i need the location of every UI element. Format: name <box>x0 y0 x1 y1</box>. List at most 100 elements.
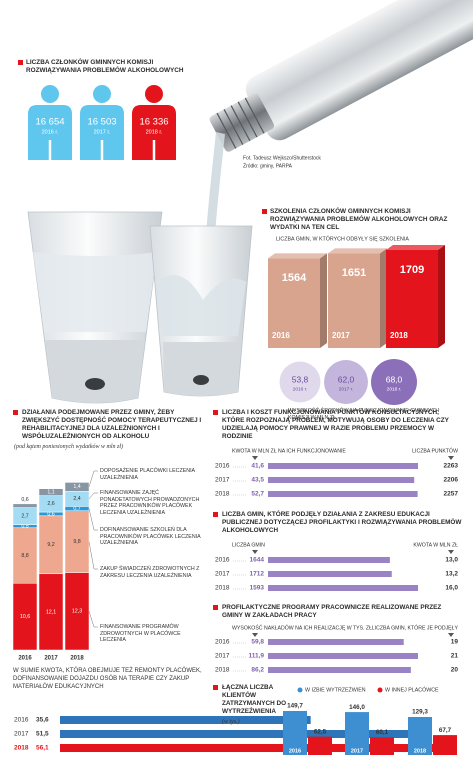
category-label: 2017 <box>332 331 350 340</box>
bar <box>268 477 415 483</box>
person-icon <box>132 85 176 160</box>
category-label: 2017 <box>351 748 363 754</box>
section-bullet <box>13 410 18 415</box>
bar-top-shade <box>268 253 327 259</box>
person-head <box>41 85 59 103</box>
bubble <box>324 360 368 404</box>
glass-bubble <box>193 375 209 385</box>
header-arrow <box>252 550 258 554</box>
bar <box>268 667 411 673</box>
column-header: LICZBA PUNKTÓW <box>412 447 458 454</box>
category-label: 2018 <box>215 667 230 674</box>
value-label: 62,5 <box>314 728 327 735</box>
value-label: 20 <box>451 667 459 674</box>
value-label: 2,4 <box>73 496 80 502</box>
section-title: LICZBA CZŁONKÓW GMINNYCH KOMISJI ROZWIĄZ… <box>26 59 184 74</box>
category-label: 2016 <box>14 717 29 724</box>
bar <box>345 712 369 755</box>
value-label: 0,7 <box>73 506 80 512</box>
legend-swatch <box>297 687 303 693</box>
bar <box>60 744 455 752</box>
value-label: 16,0 <box>445 585 458 592</box>
section-bullet <box>262 209 267 214</box>
header-arrow <box>448 633 454 637</box>
photo-credit: Fot. Tadeusz Wejkszo/Shutterstock <box>243 155 321 161</box>
value-label: 60,1 <box>376 729 389 736</box>
section-bullet <box>18 60 23 65</box>
bar-segment <box>12 503 38 508</box>
bar-segment <box>12 527 38 584</box>
value-label: 129,3 <box>412 709 428 716</box>
value-label: 12,1 <box>46 609 56 615</box>
category-label: 2016 <box>272 331 290 340</box>
value-label: 0,6 <box>47 511 54 517</box>
photo <box>27 0 473 404</box>
person-icon <box>80 85 124 160</box>
category-label: 2017 <box>215 477 230 484</box>
category-label: 2017 r. <box>94 129 111 135</box>
category-label: 2018 <box>215 491 230 498</box>
value-label: 0,5 <box>21 524 28 530</box>
section-title: LICZBA GMIN, KTÓRE PODJĘŁY DZIAŁANIA Z Z… <box>222 511 462 534</box>
value-label: 1593 <box>250 585 265 592</box>
bar <box>283 711 307 755</box>
section-title: DZIAŁANIA PODEJMOWANE PRZEZ GMINY, ŻEBY … <box>22 409 202 440</box>
category-label: 2018 r. <box>387 386 402 392</box>
glass-base <box>45 340 145 403</box>
category-label: 2016 <box>215 463 230 470</box>
bar <box>370 737 394 755</box>
legend-label: DOPOSAŻENIE PLACÓWKI LECZENIA UZALEŻNIEN… <box>100 468 195 481</box>
section-bullet <box>213 410 218 415</box>
bar <box>408 716 432 755</box>
value-label: 86,2 <box>251 667 264 674</box>
legend-leader <box>88 492 98 499</box>
legend-leader <box>88 470 98 487</box>
legend-label: ZAKUP ŚWIADCZEŃ ZDROWOTNYCH Z ZAKRESU LE… <box>100 566 200 579</box>
category-label: 2016 <box>18 656 32 662</box>
value-label: 2,6 <box>47 501 54 507</box>
value-label: 1644 <box>250 557 265 564</box>
value-label: 10,6 <box>20 614 30 620</box>
person-body <box>80 105 124 160</box>
value-label: 8,8 <box>21 553 28 559</box>
bar <box>268 571 392 577</box>
bottle-neck <box>209 93 275 152</box>
value-label: 1,4 <box>73 484 80 490</box>
value-label: 9,8 <box>73 539 80 545</box>
person-head <box>145 85 163 103</box>
value-label: 16 336 <box>139 117 168 128</box>
legend-swatch <box>377 687 383 693</box>
bar <box>268 557 390 563</box>
bar-segment <box>12 582 38 651</box>
section-title: SZKOLENIA CZŁONKÓW GMINNYCH KOMISJI ROZW… <box>270 208 448 231</box>
value-label: 13,0 <box>445 557 458 564</box>
glass-liquid <box>33 252 157 332</box>
bar <box>268 585 418 591</box>
subtitle: LICZBA GMIN, W KTÓRYCH ODBYŁY SIĘ SZKOLE… <box>276 235 409 242</box>
person-icon <box>28 85 72 160</box>
value-label: 67,7 <box>439 727 452 734</box>
category-label: 2018 <box>414 748 426 754</box>
header-arrow <box>448 456 454 460</box>
category-label: 2016 r. <box>293 386 308 392</box>
value-label: 62,0 <box>338 374 355 384</box>
category-label: 2016 <box>215 557 230 564</box>
value-label: 16 503 <box>87 117 116 128</box>
person-body <box>28 105 72 160</box>
value-label: 51,5 <box>36 731 49 738</box>
subtitle: (w tys.) <box>222 719 240 725</box>
bar-side-shade <box>320 253 327 348</box>
value-label: 19 <box>451 639 459 646</box>
category-label: 2016 r. <box>42 129 59 135</box>
person-head <box>93 85 111 103</box>
caption: WYSOKOŚĆ ŚRODKÓW NA FUNKCJONOWANIE GMINN… <box>288 408 440 421</box>
value-label: 1,1 <box>47 490 54 496</box>
section-title: ŁĄCZNA LICZBA KLIENTÓW ZATRZYMANYCH DO W… <box>222 684 287 715</box>
bar <box>60 730 423 738</box>
column-header: KWOTA W MLN ZŁ <box>413 542 458 548</box>
category-label: 2017 <box>44 656 58 662</box>
bar-top-shade <box>386 245 445 250</box>
category-label: 2018 <box>70 656 84 662</box>
value-label: 35,6 <box>36 717 49 724</box>
